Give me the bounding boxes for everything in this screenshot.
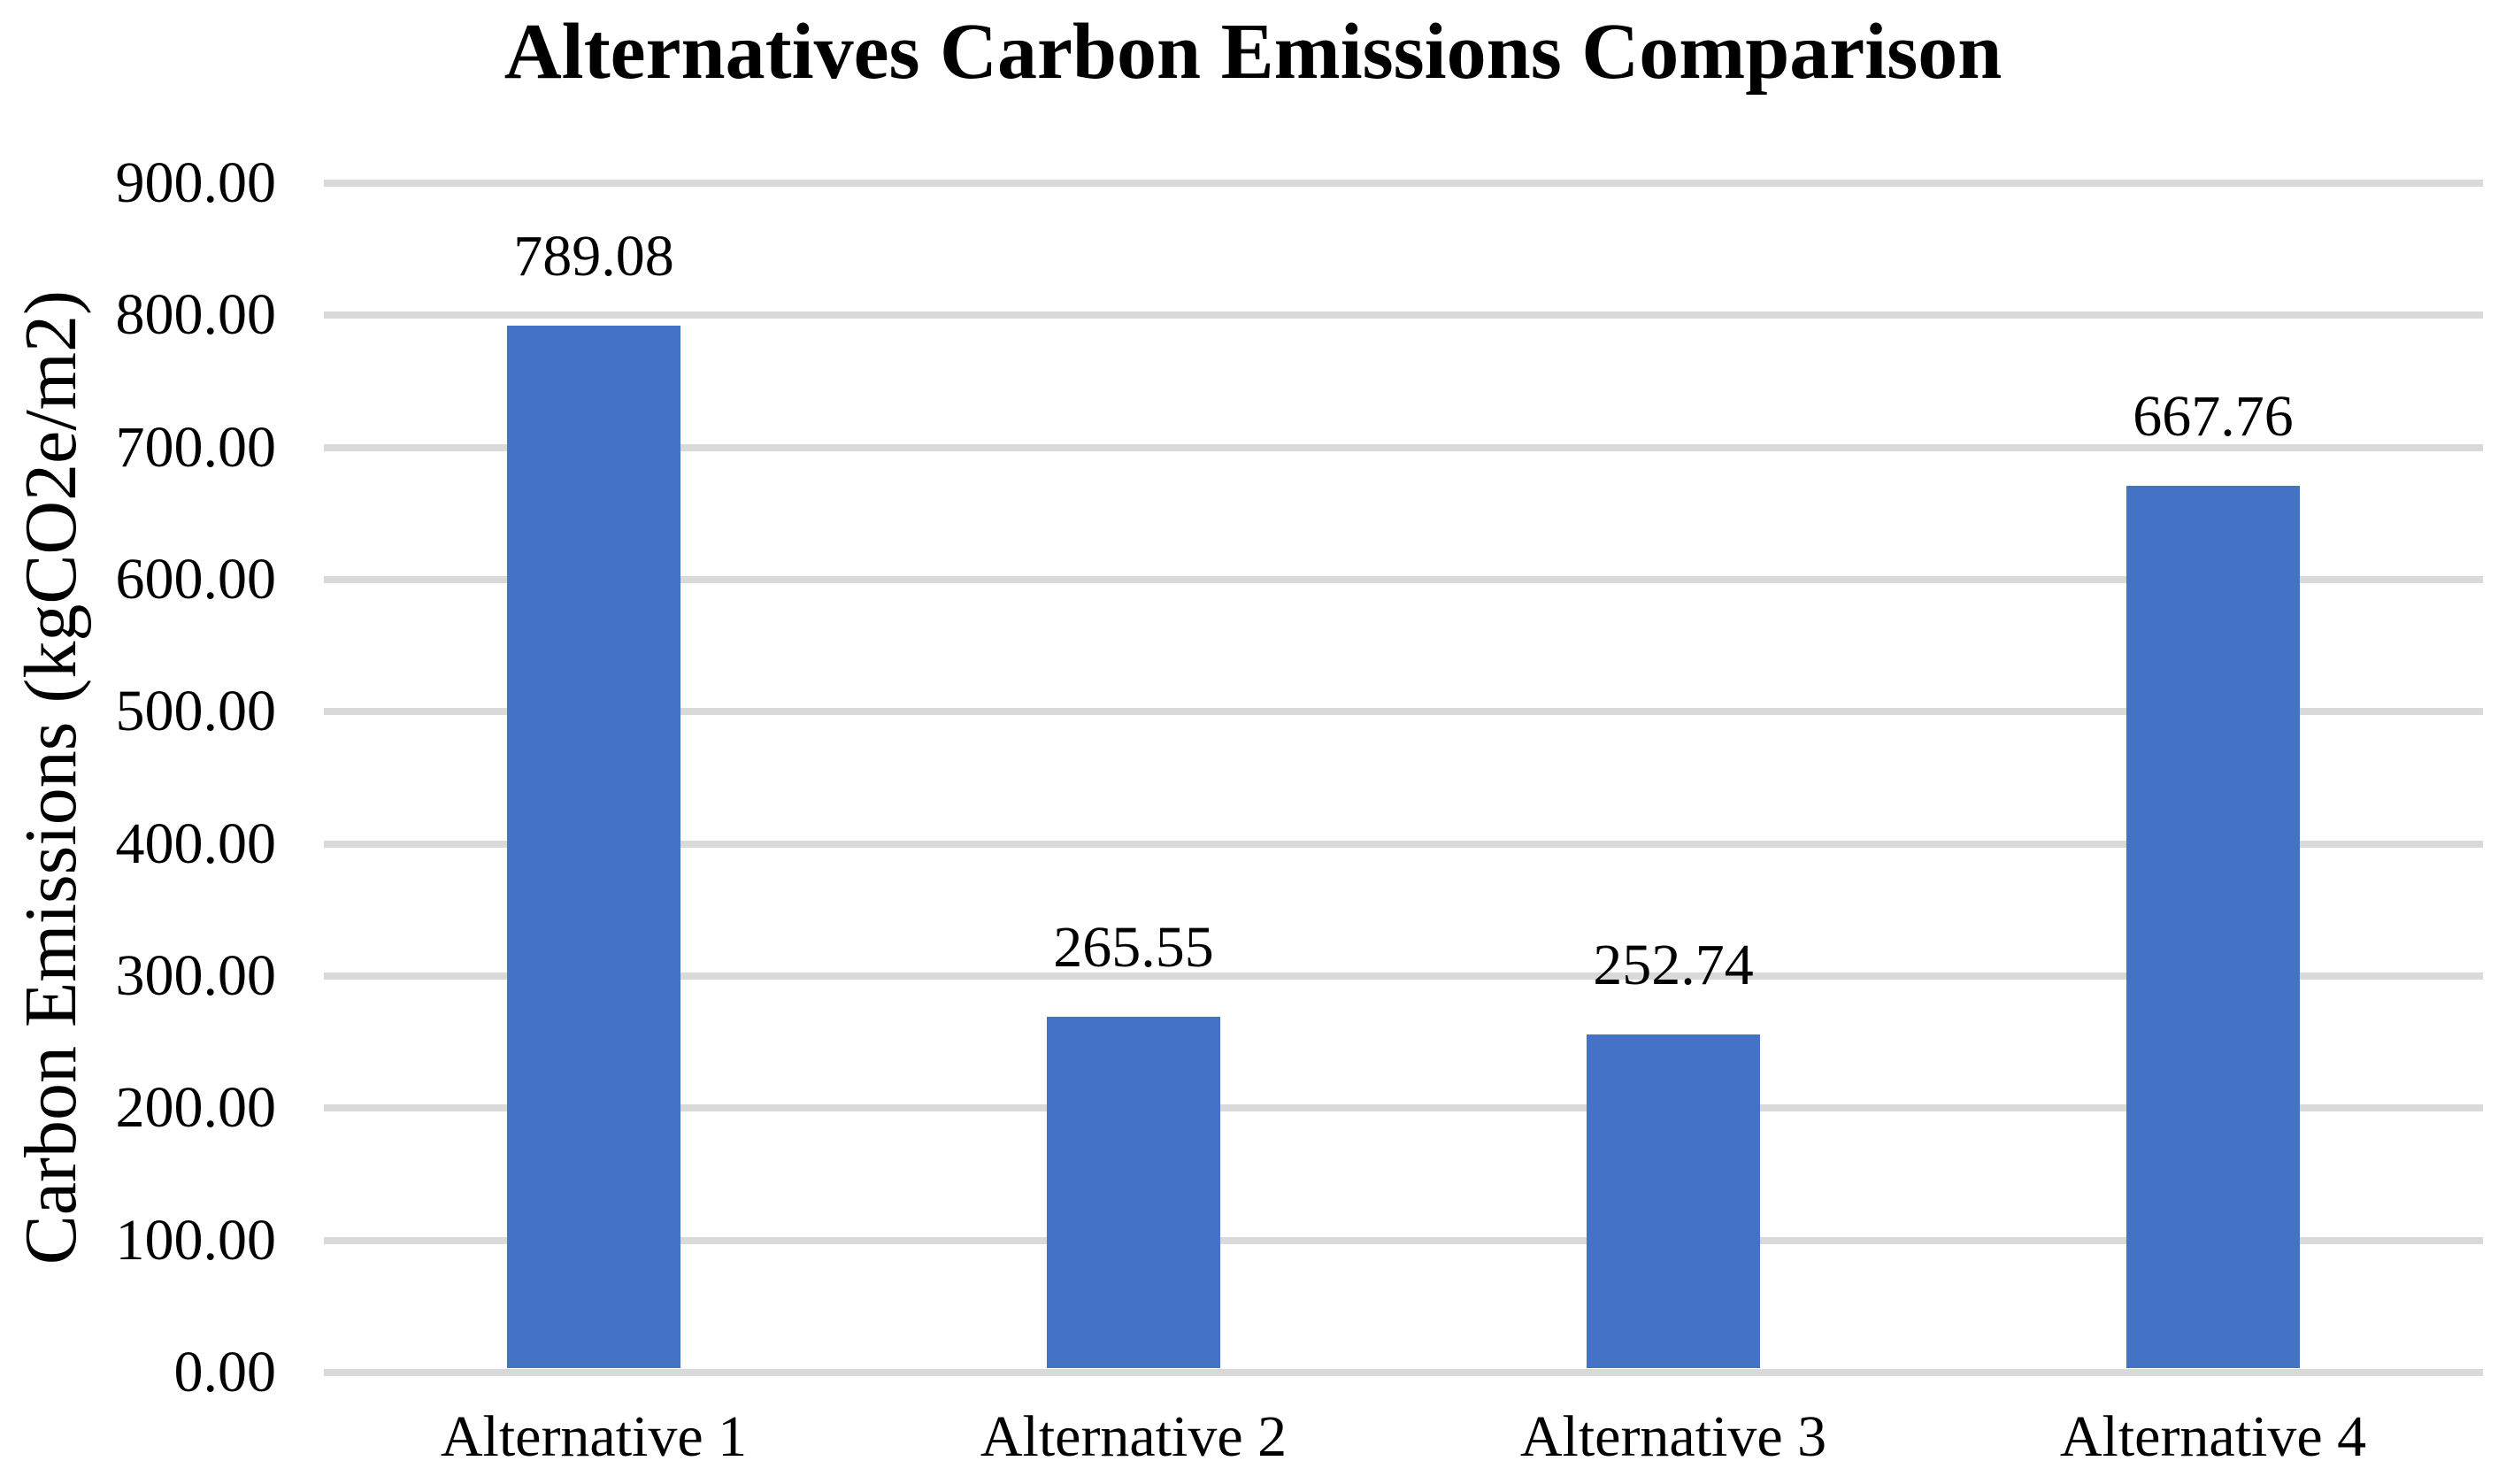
plot-area: 789.08 265.55 252.74 667.76 — [324, 180, 2483, 1376]
bar-value-label: 265.55 — [1053, 915, 1214, 980]
gridline — [324, 1104, 2483, 1112]
y-tick-label: 700.00 — [115, 414, 277, 480]
bar — [2126, 485, 2300, 1368]
y-tick-label: 300.00 — [115, 943, 277, 1008]
bar — [1587, 1034, 1760, 1368]
gridline — [324, 1236, 2483, 1244]
bar-value-label: 667.76 — [2133, 383, 2294, 449]
x-category-label: Alternative 4 — [2059, 1404, 2367, 1469]
bar-value-label: 252.74 — [1593, 932, 1754, 997]
x-category-label: Alternative 3 — [1519, 1404, 1827, 1469]
gridline — [324, 576, 2483, 583]
gridline — [324, 973, 2483, 980]
x-category-label: Alternative 2 — [980, 1404, 1288, 1469]
chart-title: Alternatives Carbon Emissions Comparison — [504, 8, 2002, 96]
y-tick-label: 900.00 — [115, 150, 277, 215]
bar — [1047, 1017, 1220, 1368]
bar-value-label: 789.08 — [513, 223, 674, 288]
y-tick-label: 800.00 — [115, 282, 277, 348]
gridline — [324, 443, 2483, 451]
y-tick-label: 0.00 — [173, 1340, 277, 1404]
gridline — [324, 840, 2483, 848]
y-tick-label: 400.00 — [115, 811, 277, 876]
y-tick-label: 100.00 — [115, 1207, 277, 1273]
y-tick-label: 600.00 — [115, 547, 277, 611]
gridline — [324, 708, 2483, 716]
y-axis-tick-labels: 0.00 100.00 200.00 300.00 400.00 500.00 600.00… — [0, 0, 277, 1484]
y-tick-label: 200.00 — [115, 1075, 277, 1141]
bar — [507, 325, 680, 1368]
y-tick-label: 500.00 — [115, 679, 277, 744]
gridline — [324, 180, 2483, 187]
x-category-label: Alternative 1 — [440, 1404, 748, 1469]
gridline — [324, 311, 2483, 319]
gridline — [324, 1369, 2483, 1376]
